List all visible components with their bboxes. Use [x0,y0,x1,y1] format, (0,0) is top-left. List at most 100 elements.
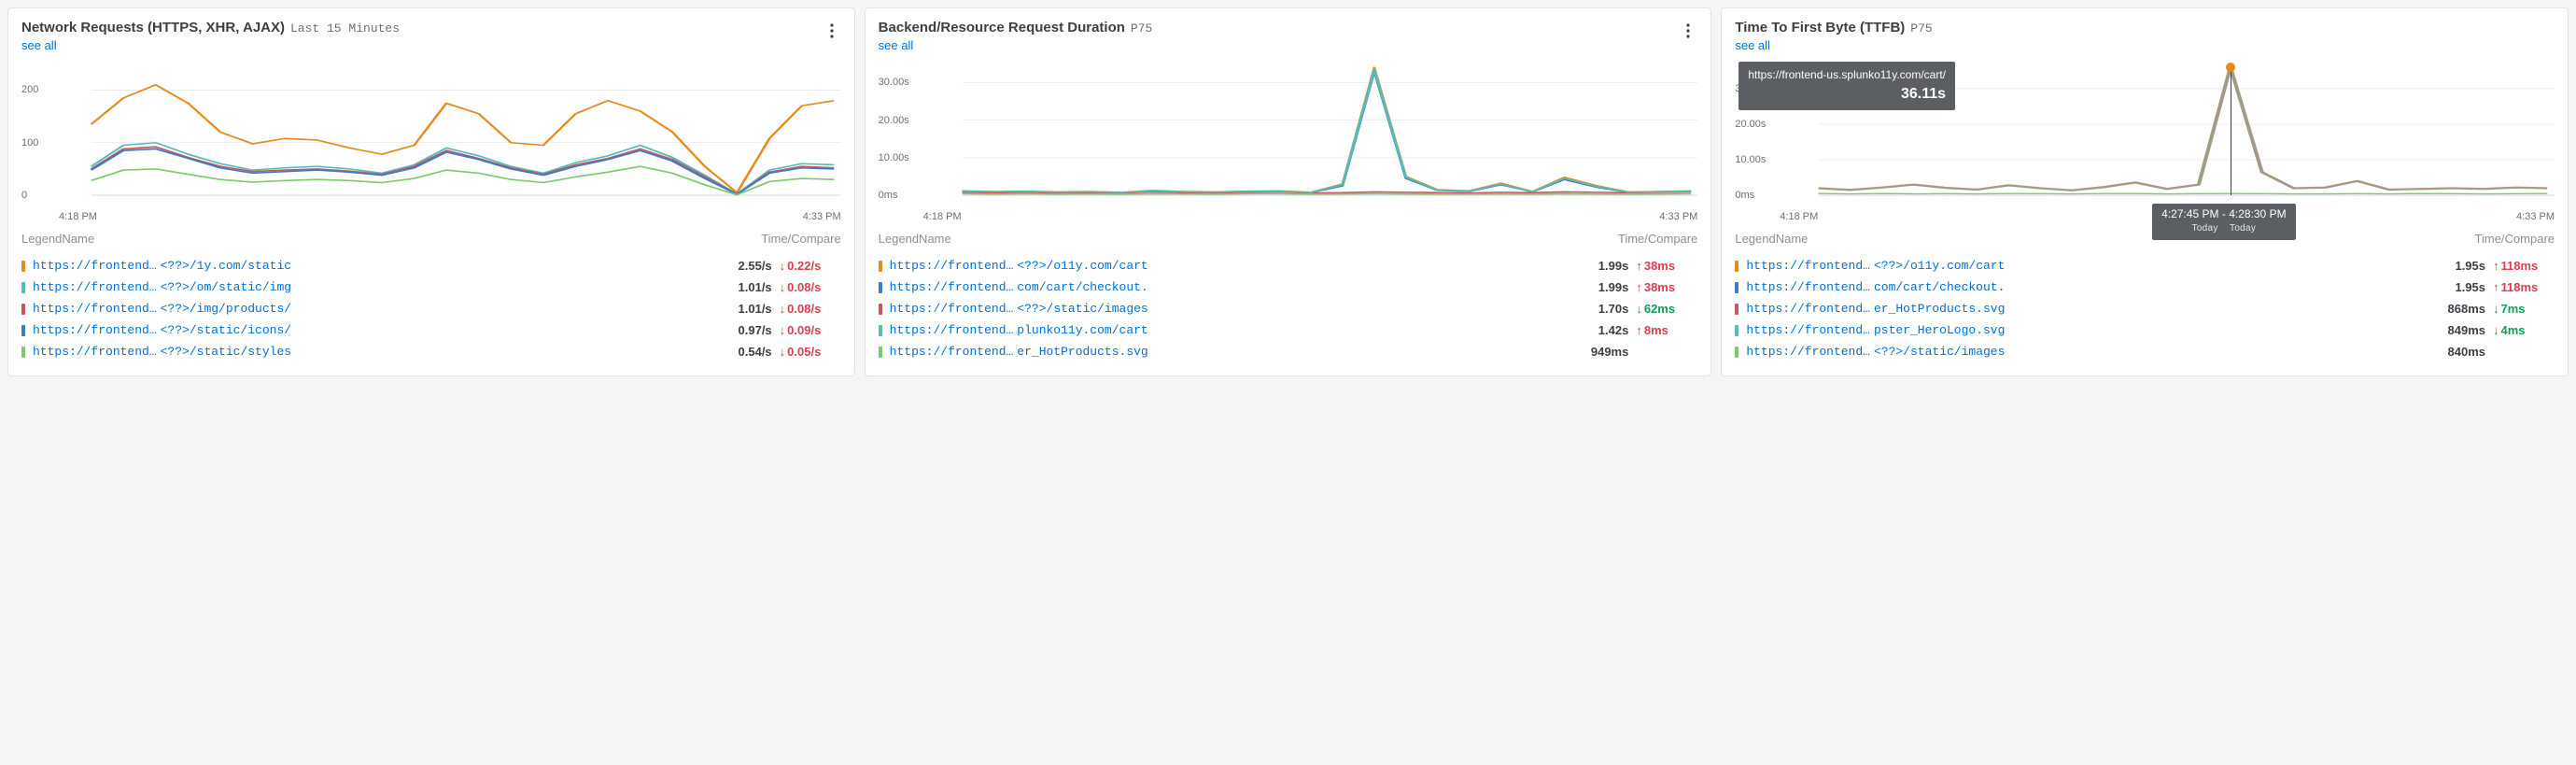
url-left: https://frontend… [890,259,1014,273]
url-right: plunko11y.com/cart [1017,323,1147,337]
url-link[interactable]: https://frontend…er_HotProducts.svg [1746,302,2424,316]
url-right: er_HotProducts.svg [1017,345,1147,359]
legend-row: https://frontend…o11y.com/cart/<??>1.95s… [1735,255,2555,276]
metric-value: 1.99s [1574,280,1628,294]
panel-subtitle: P75 [1131,21,1152,35]
color-swatch [1735,304,1738,315]
url-left: https://frontend… [890,345,1014,359]
delta-arrow-icon: ↓ [2493,323,2499,337]
chart[interactable]: 0ms10.00s20.00s30.00shttps://frontend-us… [1735,60,2555,209]
metric-value: 1.01/s [718,302,772,316]
delta-arrow-icon: ↑ [1636,280,1642,294]
delta-arrow-icon: ↑ [2493,259,2499,273]
url-link[interactable]: https://frontend…1y.com/static/<??> [33,259,711,273]
kebab-menu-icon[interactable] [1679,20,1697,42]
y-tick-label: 200 [21,84,38,95]
metric-delta: ↓4ms [2493,323,2555,337]
x-tick-label: 4:33 PM [2516,211,2555,222]
color-swatch [21,325,25,336]
x-tick-label: 4:18 PM [1780,211,1818,222]
see-all-link[interactable]: see all [1735,38,2555,52]
url-link[interactable]: https://frontend…o11y.com/cart/<??> [1746,259,2424,273]
metric-value: 868ms [2431,302,2485,316]
legend-header-compare: Time/Compare [761,232,840,246]
legend-row: https://frontend….com/cart/checkout1.95s… [1735,276,2555,298]
chart[interactable]: 0ms10.00s20.00s30.00s [879,60,1698,209]
url-link[interactable]: https://frontend… static/images/<??> [1746,345,2424,359]
delta-arrow-icon: ↑ [2493,280,2499,294]
url-right: static/images/<??> [1874,345,2005,359]
metric-delta: ↓0.09/s [780,323,841,337]
panel-ttfb: Time To First Byte (TTFB)P75see all0ms10… [1721,7,2569,376]
see-all-link[interactable]: see all [879,38,1680,52]
url-link[interactable]: https://frontend…plunko11y.com/cart [890,323,1568,337]
delta-arrow-icon: ↑ [1636,259,1642,273]
metric-value: 1.99s [1574,259,1628,273]
y-tick-label: 20.00s [879,115,909,126]
metric-value: 0.54/s [718,345,772,359]
metric-value: 840ms [2431,345,2485,359]
metric-delta: ↓0.08/s [780,280,841,294]
legend-row: https://frontend… /img/products/<??> 1.01/… [21,298,841,319]
metric-delta: ↑8ms [1636,323,1697,337]
url-right: /static/icons/<??> [161,323,291,337]
panel-backend-duration: Backend/Resource Request Duration P75 see … [865,7,1712,376]
url-link[interactable]: https://frontend….com/cart/checkout [890,280,1568,294]
url-right: pster_HeroLogo.svg [1874,323,2005,337]
url-link[interactable]: https://frontend…static/styles/<??> [33,345,711,359]
color-swatch [21,282,25,293]
panel-title: Network Requests (HTTPS, XHR, AJAX) [21,20,285,35]
color-swatch [879,282,882,293]
color-swatch [879,304,882,315]
delta-arrow-icon: ↓ [780,323,786,337]
metric-value: 849ms [2431,323,2485,337]
x-tick-label: 4:33 PM [1659,211,1697,222]
legend-row: https://frontend…er_HotProducts.svg949ms [879,341,1698,362]
url-link[interactable]: https://frontend…/static/icons/<??> [33,323,711,337]
legend-row: https://frontend…static/images/<??>1.70s… [879,298,1698,319]
color-swatch [21,304,25,315]
url-link[interactable]: https://frontend…static/images/<??> [890,302,1568,316]
panel-subtitle: Last 15 Minutes [290,21,400,35]
url-left: https://frontend… [890,302,1014,316]
color-swatch [1735,347,1738,358]
url-link[interactable]: https://frontend….com/cart/checkout [1746,280,2424,294]
panel-network-requests: Network Requests (HTTPS, XHR, AJAX) Last … [7,7,855,376]
see-all-link[interactable]: see all [21,38,823,52]
url-left: https://frontend… [1746,259,1870,273]
url-right: static/images/<??> [1017,302,1147,316]
url-left: https://frontend… [890,323,1014,337]
delta-arrow-icon: ↓ [2493,302,2499,316]
url-link[interactable]: https://frontend…pster_HeroLogo.svg [1746,323,2424,337]
panel-subtitle: P75 [1910,21,1932,35]
legend-row: https://frontend…plunko11y.com/cart1.42s… [879,319,1698,341]
url-right: 1y.com/static/<??> [161,259,291,273]
url-link[interactable]: https://frontend…o11y.com/cart/<??> [890,259,1568,273]
url-left: https://frontend… [1746,302,1870,316]
chart[interactable]: 0100200 [21,60,841,209]
url-link[interactable]: https://frontend…er_HotProducts.svg [890,345,1568,359]
url-link[interactable]: https://frontend…om/static/img/<??> [33,280,711,294]
x-tick-label: 4:18 PM [59,211,97,222]
y-tick-label: 0ms [879,190,898,201]
metric-delta: ↓0.22/s [780,259,841,273]
url-left: https://frontend… [1746,280,1870,294]
legend-row: https://frontend…1y.com/static/<??>2.55/… [21,255,841,276]
y-tick-label: 10.00s [879,152,909,163]
url-left: https://frontend… [33,302,157,316]
url-right: /img/products/<??> [161,302,291,316]
delta-arrow-icon: ↓ [1636,302,1642,316]
metric-delta: ↓7ms [2493,302,2555,316]
panel-title: Backend/Resource Request Duration [879,20,1125,35]
kebab-menu-icon[interactable] [823,20,841,42]
legend-header-name: LegendName [879,232,951,246]
color-swatch [879,347,882,358]
color-swatch [879,261,882,272]
url-left: https://frontend… [890,280,1014,294]
url-left: https://frontend… [33,280,157,294]
url-link[interactable]: https://frontend… /img/products/<??> [33,302,711,316]
metric-delta: ↑38ms [1636,259,1697,273]
metric-delta: ↓0.08/s [780,302,841,316]
url-left: https://frontend… [1746,345,1870,359]
dashboard: Network Requests (HTTPS, XHR, AJAX) Last … [7,7,2569,376]
